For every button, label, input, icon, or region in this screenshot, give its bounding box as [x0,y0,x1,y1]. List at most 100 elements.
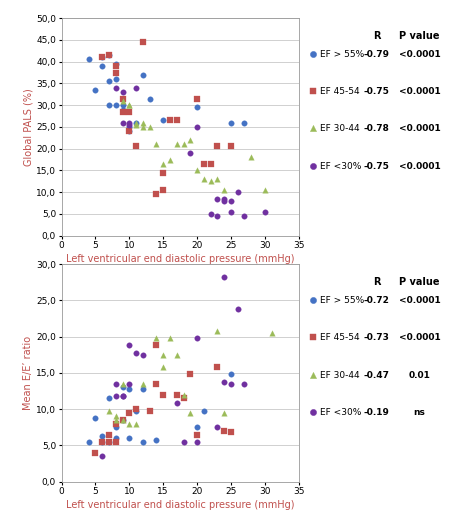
Point [119,108,127,116]
Point [173,351,181,359]
Point [99,438,106,446]
Point [220,409,228,417]
Point [105,438,113,446]
Point [159,363,167,371]
Point [220,378,228,386]
Point [126,101,133,109]
Text: -0.73: -0.73 [364,333,390,342]
Point [85,438,92,446]
Point [153,341,160,350]
Text: -0.47: -0.47 [364,370,390,380]
Point [112,75,119,83]
Point [207,210,214,218]
Point [126,127,133,135]
Point [241,212,248,220]
Point [227,197,235,205]
Text: -0.79: -0.79 [364,50,390,59]
Point [119,88,127,96]
Point [112,434,119,442]
Point [139,385,146,393]
Point [153,334,160,342]
Point [234,305,241,313]
Point [112,60,119,68]
Point [310,333,317,341]
Point [112,62,119,70]
Point [91,449,99,457]
Point [193,103,201,111]
Point [159,116,167,124]
Text: EF 45-54: EF 45-54 [320,87,360,96]
Point [166,334,174,342]
Point [126,380,133,388]
Point [200,407,208,415]
Point [207,160,214,168]
Point [214,175,221,183]
Point [193,438,201,446]
Point [119,97,127,105]
Point [310,50,317,58]
Point [234,188,241,196]
Point [186,370,194,379]
Text: -0.78: -0.78 [364,124,390,134]
Point [132,405,140,413]
Text: P value: P value [399,31,440,41]
Point [180,394,187,402]
Text: 0.01: 0.01 [409,370,430,380]
Point [112,423,119,431]
Point [268,329,275,337]
Point [180,438,187,446]
Point [91,86,99,94]
Text: ns: ns [413,408,426,417]
Point [310,87,317,95]
Text: R: R [373,31,381,41]
Point [139,438,146,446]
Point [105,101,113,109]
Point [105,438,113,446]
Point [220,197,228,205]
Point [220,195,228,203]
Point [153,140,160,149]
Point [159,391,167,399]
Point [85,55,92,64]
Point [132,407,140,415]
Point [227,119,235,127]
Point [159,160,167,168]
Point [193,94,201,103]
Point [200,160,208,168]
Point [119,380,127,388]
Point [105,51,113,59]
Point [105,407,113,415]
Point [119,119,127,127]
Point [227,208,235,216]
Text: EF > 55%: EF > 55% [320,296,365,305]
Point [139,119,146,127]
Point [193,430,201,439]
Point [119,383,127,392]
Point [227,142,235,151]
Text: -0.75: -0.75 [364,87,390,96]
Point [126,127,133,135]
Point [119,416,127,424]
Point [91,414,99,422]
Point [126,420,133,428]
Text: EF <30%: EF <30% [320,408,362,417]
Point [119,392,127,400]
Point [159,168,167,177]
Point [139,70,146,79]
Point [119,105,127,113]
Point [112,380,119,388]
Point [132,142,140,151]
Text: EF 30-44: EF 30-44 [320,370,360,380]
Point [186,136,194,144]
X-axis label: Left ventricular end diastolic pressure (mmHg): Left ventricular end diastolic pressure … [66,500,294,510]
Y-axis label: Mean E/E’ ratio: Mean E/E’ ratio [23,336,33,410]
Point [200,175,208,183]
Point [126,119,133,127]
Point [139,38,146,46]
Point [146,123,154,131]
Point [119,416,127,424]
Point [193,123,201,131]
Point [193,334,201,342]
Text: EF > 55%: EF > 55% [320,50,365,59]
Point [112,420,119,428]
